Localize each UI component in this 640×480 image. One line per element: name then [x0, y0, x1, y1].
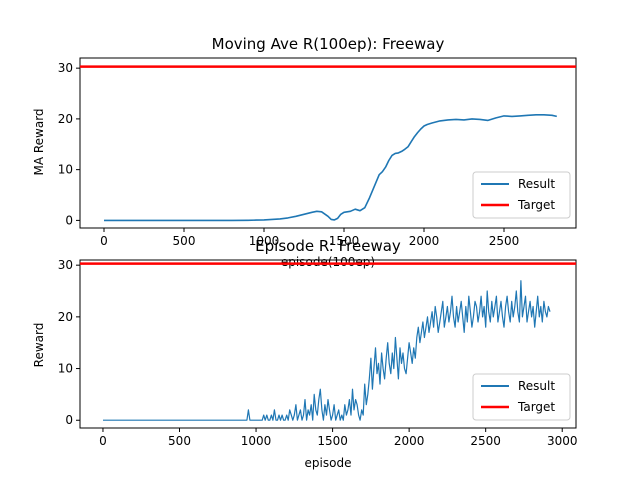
series-line-result — [103, 280, 551, 421]
y-tick-label: 10 — [58, 163, 73, 177]
y-tick-label: 20 — [58, 112, 73, 126]
x-axis-label: episode — [305, 456, 352, 470]
x-tick-label: 2500 — [470, 434, 501, 448]
chart-title: Moving Ave R(100ep): Freeway — [212, 35, 445, 53]
x-tick-label: 0 — [100, 234, 108, 248]
series-line-result — [104, 114, 557, 222]
y-axis-label: Reward — [32, 323, 46, 368]
x-tick-label: 500 — [168, 434, 191, 448]
axes-frame — [79, 259, 577, 429]
x-tick-label: 1500 — [317, 434, 348, 448]
chart-episode-reward: 0 500 1000 1500 2000 2500 3000 0 10 20 30 Episode … — [32, 237, 577, 470]
y-tick-label: 30 — [58, 258, 73, 272]
x-tick-label: 3000 — [547, 434, 578, 448]
y-tick-label: 10 — [58, 362, 73, 376]
x-tick-label: 1000 — [249, 234, 280, 248]
y-axis-label: MA Reward — [32, 108, 46, 175]
series-layer — [80, 65, 576, 222]
y-tick-label: 0 — [65, 413, 73, 427]
legend-target-label: Target — [517, 198, 555, 212]
y-tick-label: 30 — [58, 61, 73, 75]
chart-moving-average: Moving Ave R(100ep): Freeway 0 500 1000 150… — [32, 35, 577, 269]
axes-frame — [79, 57, 577, 229]
y-tick-label: 0 — [65, 213, 73, 227]
x-tick-label: 2000 — [409, 234, 440, 248]
legend: Result Target — [472, 171, 571, 219]
legend-result-label: Result — [518, 379, 555, 393]
legend: Result Target — [472, 373, 571, 421]
legend-result-label: Result — [518, 177, 555, 191]
series-layer — [80, 262, 576, 421]
x-tick-label: 0 — [99, 434, 107, 448]
x-tick-label: 1500 — [329, 234, 360, 248]
ticks: 0 500 1000 1500 2000 2500 0 10 20 30 — [58, 57, 577, 248]
y-tick-label: 20 — [58, 310, 73, 324]
x-tick-label: 1000 — [241, 434, 272, 448]
ticks: 0 500 1000 1500 2000 2500 3000 0 10 20 30 — [58, 258, 578, 448]
x-tick-label: 2000 — [394, 434, 425, 448]
x-axis-label: episode(100ep) — [281, 255, 375, 269]
x-tick-label: 500 — [173, 234, 196, 248]
chart-title: Episode R: Freeway — [255, 237, 401, 255]
legend-target-label: Target — [517, 400, 555, 414]
x-tick-label: 2500 — [489, 234, 520, 248]
